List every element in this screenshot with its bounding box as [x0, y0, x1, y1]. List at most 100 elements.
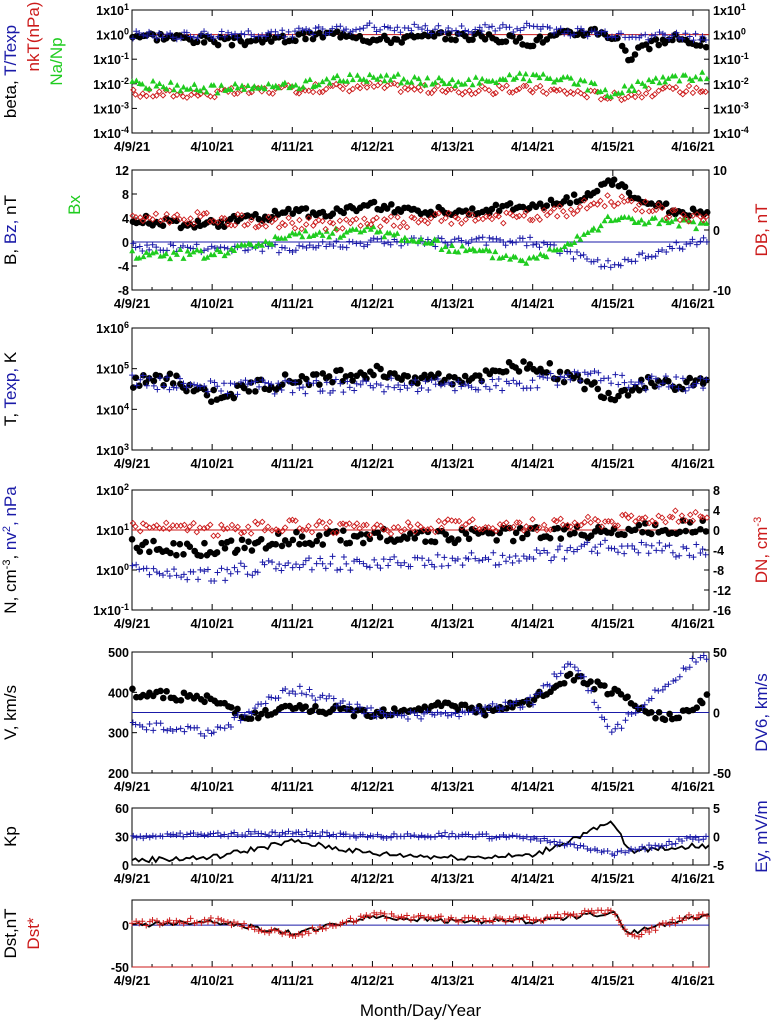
data-point — [211, 93, 218, 101]
data-point — [339, 85, 347, 93]
data-point — [543, 253, 550, 260]
data-point — [391, 384, 398, 391]
series-V — [129, 670, 711, 724]
data-point — [201, 28, 208, 35]
data-point — [422, 22, 429, 29]
data-point — [533, 240, 540, 247]
data-point — [519, 534, 526, 542]
data-point — [495, 375, 502, 382]
data-point — [522, 70, 529, 77]
data-point — [153, 244, 160, 251]
data-point — [144, 242, 151, 249]
data-point — [615, 381, 622, 388]
data-point — [503, 519, 510, 526]
data-point — [349, 377, 356, 384]
data-point — [461, 372, 469, 380]
data-point — [173, 832, 180, 839]
x-tick-label: 4/14/21 — [511, 139, 554, 154]
y2-tick-label: 1x100 — [713, 27, 746, 43]
data-point — [621, 82, 628, 89]
data-point — [292, 37, 299, 45]
data-point — [672, 72, 679, 79]
data-point — [292, 517, 299, 524]
data-point — [506, 200, 514, 207]
data-point — [520, 75, 527, 82]
data-point — [377, 73, 384, 79]
data-point — [661, 32, 668, 39]
data-point — [316, 518, 323, 525]
data-point — [559, 521, 567, 528]
data-point — [591, 910, 598, 917]
data-point — [313, 371, 320, 378]
data-point — [173, 551, 180, 559]
data-point — [403, 223, 411, 231]
y-tick-label: 1x10-3 — [93, 100, 129, 116]
data-point — [632, 258, 639, 265]
data-point — [129, 35, 136, 42]
data-point — [245, 89, 253, 97]
data-point — [411, 21, 418, 28]
x-tick-label: 4/13/21 — [431, 779, 474, 794]
data-point — [638, 931, 645, 938]
data-point — [186, 523, 193, 530]
data-point — [156, 29, 163, 36]
data-point — [291, 225, 299, 232]
data-point — [150, 382, 157, 389]
y2-tick-label: -5 — [713, 859, 724, 873]
data-point — [655, 687, 662, 694]
data-point — [407, 833, 414, 840]
data-point — [509, 537, 517, 545]
data-point — [177, 87, 184, 94]
data-point — [349, 76, 356, 83]
data-point — [669, 245, 676, 252]
data-point — [597, 197, 604, 205]
data-point — [244, 381, 251, 388]
data-point — [364, 834, 371, 841]
data-point — [315, 242, 322, 249]
data-point — [652, 375, 659, 382]
data-point — [580, 843, 587, 850]
data-point — [690, 218, 697, 225]
data-point — [540, 917, 547, 924]
data-point — [359, 831, 366, 838]
data-point — [330, 695, 337, 702]
data-point — [177, 830, 184, 837]
data-point — [478, 710, 485, 717]
data-point — [509, 212, 516, 219]
data-point — [438, 563, 445, 570]
data-point — [526, 22, 533, 29]
data-point — [454, 215, 462, 222]
data-point — [400, 76, 407, 82]
data-point — [275, 928, 282, 935]
data-point — [424, 74, 431, 81]
data-point — [540, 521, 548, 529]
data-point — [418, 26, 425, 33]
y-tick-label: 1x10-2 — [93, 76, 129, 92]
data-point — [432, 381, 439, 388]
data-point — [580, 673, 587, 680]
y2-tick-label: 0 — [713, 224, 720, 238]
data-point — [336, 520, 344, 528]
data-point — [537, 251, 544, 257]
data-point — [544, 374, 551, 381]
data-point — [689, 836, 696, 843]
x-tick-label: 4/9/21 — [114, 779, 150, 794]
data-point — [231, 247, 238, 253]
data-point — [434, 709, 441, 716]
data-point — [682, 72, 689, 78]
data-point — [308, 707, 316, 715]
data-point — [173, 696, 180, 704]
data-point — [197, 552, 205, 560]
data-point — [581, 28, 588, 35]
data-point — [319, 33, 327, 41]
data-point — [173, 384, 180, 391]
data-point — [523, 523, 530, 530]
data-point — [180, 83, 187, 90]
data-point — [234, 84, 241, 91]
data-point — [218, 539, 226, 547]
data-point — [547, 75, 554, 82]
data-point — [228, 31, 235, 38]
data-point — [417, 216, 425, 223]
data-point — [210, 82, 217, 88]
data-point — [221, 545, 229, 552]
